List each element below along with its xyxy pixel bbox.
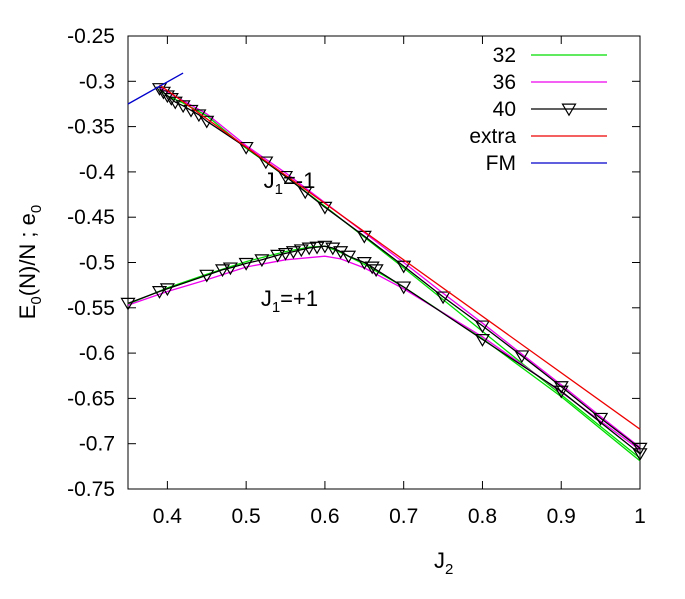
x-tick-label: 0.6	[310, 505, 339, 528]
legend-label-32: 32	[493, 44, 516, 67]
y-tick-label: -0.5	[79, 252, 115, 275]
y-tick-label: -0.6	[79, 342, 115, 365]
annotation-main: J	[264, 168, 275, 193]
series-40-point	[593, 412, 609, 426]
y-tick-label: -0.35	[67, 116, 115, 139]
series-40-point	[301, 242, 317, 256]
series-40-point	[514, 350, 530, 364]
series-40-point	[293, 244, 309, 258]
series-40-point	[167, 96, 183, 110]
x-tick-label: 0.5	[232, 505, 261, 528]
series-40-point	[435, 291, 451, 305]
legend-marker-40	[561, 103, 577, 117]
series-40-point	[317, 201, 333, 215]
series-40-point	[175, 100, 191, 114]
series-40-point	[222, 262, 238, 276]
series-40-point	[474, 334, 491, 347]
series-40-point	[396, 260, 412, 274]
x-axis-label-main: J	[434, 548, 445, 573]
series-40-point	[325, 242, 341, 256]
x-tick-label: 0.8	[468, 505, 497, 528]
series-extra-line	[159, 84, 641, 430]
series-40-point	[254, 254, 270, 268]
series-40-point	[553, 381, 569, 394]
series-40-point	[258, 156, 274, 170]
series-40-point	[238, 257, 254, 271]
x-axis-label: J2	[434, 548, 453, 578]
legend-label-36: 36	[493, 71, 516, 94]
series-40-point	[151, 286, 168, 299]
series-40-point	[277, 247, 294, 261]
series-40-point	[159, 283, 175, 297]
series-40-point	[356, 257, 372, 270]
series-40-point	[151, 83, 168, 96]
y-axis-label-part-2: 0	[28, 296, 45, 304]
series-40-point	[368, 264, 384, 278]
series-40-point	[474, 320, 491, 334]
annotation-rest: =-1	[283, 168, 315, 193]
series-40-line	[127, 245, 641, 455]
y-tick-label: -0.7	[79, 433, 115, 456]
x-tick-label: 0.7	[389, 505, 418, 528]
plot-area	[120, 72, 648, 462]
series-40-point	[214, 264, 231, 278]
annotation-1: J1=-1	[264, 168, 316, 198]
legend: 32 36 40 extra FM	[469, 44, 607, 175]
y-tick-label: -0.55	[67, 297, 115, 320]
annotation-2: J1=+1	[261, 286, 318, 316]
annotation-rest: =+1	[280, 286, 318, 311]
axis-ticks: 0.4 0.5 0.6 0.7 0.8 0.9 1 -0.25 -0.3 -0.35 -0.4 -0.…	[67, 25, 646, 528]
series-40-point	[309, 241, 325, 255]
y-axis-label-part-3: (N)/N ; e	[15, 213, 40, 296]
y-tick-label: -0.45	[67, 206, 115, 229]
series-40-point	[199, 269, 215, 283]
series-40-point	[285, 246, 301, 259]
series-36-line	[159, 87, 641, 448]
series-40-point	[632, 448, 648, 462]
annotations: J1=-1J1=+1	[261, 168, 318, 316]
x-tick-label: 0.4	[153, 505, 183, 528]
series-fm-line	[127, 72, 184, 105]
series-40-point	[396, 281, 412, 295]
y-axis-label: E0(N)/N ; e0	[15, 205, 45, 320]
series-40-point	[120, 297, 136, 311]
series-40-point	[333, 246, 349, 259]
y-tick-label: -0.4	[79, 161, 116, 184]
y-axis-label-part-4: 0	[28, 205, 45, 213]
legend-label-fm: FM	[486, 152, 516, 175]
y-tick-label: -0.75	[67, 478, 115, 501]
series-40-point	[238, 141, 254, 155]
series-40-point	[297, 186, 313, 200]
y-tick-label: -0.3	[79, 70, 115, 93]
series-40-point	[553, 385, 569, 399]
y-axis-label-part-1: E	[15, 305, 40, 320]
x-axis-label-sub: 2	[445, 561, 453, 578]
y-tick-label: -0.65	[67, 387, 115, 410]
legend-label-40: 40	[493, 98, 516, 121]
annotation-sub: 1	[275, 181, 283, 198]
series-36-line	[127, 255, 641, 451]
legend-label-extra: extra	[469, 125, 516, 148]
series-40-point	[341, 250, 357, 264]
y-tick-label: -0.25	[67, 25, 115, 48]
series-40-point	[270, 249, 286, 263]
series-40-point	[183, 104, 199, 118]
series-40-line	[159, 88, 641, 449]
x-tick-label: 0.9	[547, 505, 576, 528]
x-tick-label: 1	[634, 505, 646, 528]
annotation-sub: 1	[272, 299, 280, 316]
series-40-point	[364, 261, 380, 275]
annotation-main: J	[261, 286, 272, 311]
